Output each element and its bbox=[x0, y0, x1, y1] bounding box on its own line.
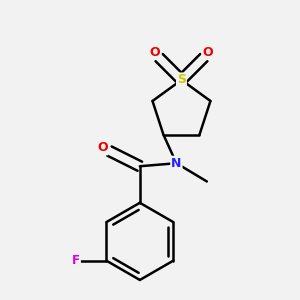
Text: O: O bbox=[97, 142, 108, 154]
Text: F: F bbox=[72, 254, 80, 267]
Text: N: N bbox=[171, 157, 182, 170]
Text: O: O bbox=[202, 46, 213, 59]
Text: O: O bbox=[150, 46, 160, 59]
Text: S: S bbox=[177, 74, 186, 86]
